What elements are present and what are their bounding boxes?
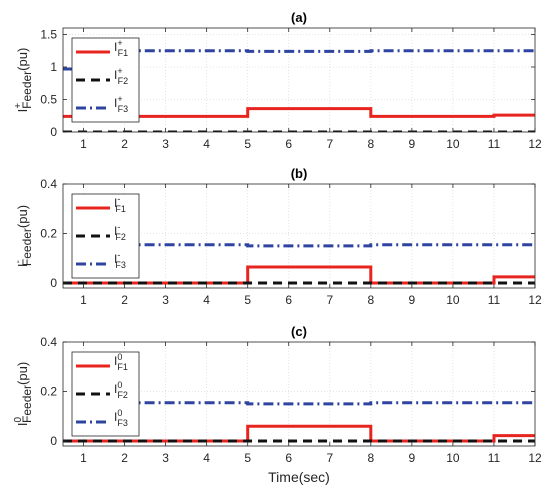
x-tick-label: 7: [326, 451, 333, 465]
x-tick-label: 10: [446, 451, 460, 465]
x-tick-label: 9: [409, 137, 416, 151]
y-tick-label: 0.2: [40, 385, 57, 399]
y-tick-label: 0.2: [40, 227, 57, 241]
x-tick-label: 5: [244, 293, 251, 307]
legend: I-F1 I-F2 I-F3: [71, 193, 140, 279]
y-axis-label-text: I0Feeder(pu): [13, 362, 34, 426]
x-tick-label: 8: [367, 137, 374, 151]
series-line-3: [124, 401, 535, 406]
series-line-1: [63, 265, 535, 285]
x-tick-label: 2: [121, 137, 128, 151]
y-axis-label: I+Feeder(pu): [13, 48, 34, 113]
y-tick-label: 0.5: [40, 93, 57, 107]
legend-entry-3: I+ F3: [114, 94, 128, 114]
plot-area: [63, 342, 535, 446]
y-tick-label: 0: [50, 434, 57, 448]
series-line-3: [124, 243, 535, 248]
x-tick-label: 10: [446, 137, 460, 151]
x-tick-label: 7: [326, 293, 333, 307]
x-tick-label: 4: [203, 137, 210, 151]
plot-area: [63, 184, 535, 288]
series-line-3: [63, 49, 535, 71]
x-tick-label: 4: [203, 293, 210, 307]
legend-entry-1: I0 F1: [114, 352, 128, 372]
legend-entry-3: I-F3: [114, 250, 126, 270]
x-tick-label: 8: [367, 451, 374, 465]
legend-entry-1: I+ F1: [114, 38, 128, 58]
x-tick-label: 6: [285, 451, 292, 465]
x-tick-label: 9: [409, 451, 416, 465]
x-tick-label: 1: [80, 137, 87, 151]
legend-entry-2: I-F2: [114, 222, 126, 242]
x-tick-label: 2: [121, 293, 128, 307]
panel-title: (b): [291, 166, 308, 181]
axes-box: [62, 183, 536, 289]
panel-1: 1 2 3 4 5 6 7 8 9 10 11 1200.511.5(a)I+Feeder(pu)I+…: [13, 10, 542, 151]
y-tick-label: 1: [50, 60, 57, 74]
y-axis-label-text: I-Feeder(pu): [13, 205, 34, 267]
series-line-1: [63, 424, 535, 443]
x-tick-label: 4: [203, 451, 210, 465]
panel-3: 1 2 3 4 5 6 7 8 9 10 11 1200.20.4(c)I0Feeder(pu)Tim…: [13, 324, 542, 485]
x-tick-label: 10: [446, 293, 460, 307]
y-axis-label: I0Feeder(pu): [13, 362, 34, 426]
x-tick-label: 2: [121, 451, 128, 465]
x-tick-label: 1: [80, 451, 87, 465]
x-tick-label: 8: [367, 293, 374, 307]
x-axis-label: Time(sec): [268, 469, 330, 485]
x-tick-label: 5: [244, 137, 251, 151]
legend-entry-2: I+ F2: [114, 66, 128, 86]
legend: I+ F1 I+ F2 I+ F3: [71, 37, 140, 123]
x-tick-label: 11: [488, 137, 501, 151]
x-tick-label: 3: [162, 293, 169, 307]
panel-2: 1 2 3 4 5 6 7 8 9 10 11 1200.20.4(b)I-Feeder(pu)I-F…: [13, 166, 542, 307]
x-tick-label: 6: [285, 293, 292, 307]
x-tick-label: 6: [285, 137, 292, 151]
y-tick-label: 0.4: [40, 335, 57, 349]
x-tick-label: 11: [488, 293, 501, 307]
x-tick-label: 11: [488, 451, 501, 465]
x-tick-label: 9: [409, 293, 416, 307]
x-tick-label: 5: [244, 451, 251, 465]
x-tick-label: 3: [162, 451, 169, 465]
legend-entry-3: I0 F3: [114, 408, 128, 428]
x-tick-label: 12: [528, 137, 542, 151]
y-tick-label: 0.4: [40, 177, 57, 191]
y-axis-label: I-Feeder(pu): [13, 205, 34, 267]
legend-entry-2: I0 F2: [114, 380, 128, 400]
axes-box: [62, 27, 536, 133]
legend: I0 F1 I0 F2 I0 F3: [71, 351, 140, 437]
axes-box: [62, 341, 536, 447]
panel-title: (a): [291, 10, 307, 25]
x-tick-label: 12: [528, 293, 542, 307]
y-tick-label: 1.5: [40, 28, 57, 42]
y-tick-label: 0: [50, 125, 57, 139]
y-axis-label-text: I+Feeder(pu): [13, 48, 34, 113]
x-tick-label: 1: [80, 293, 87, 307]
legend-entry-1: I-F1: [114, 194, 126, 214]
y-tick-label: 0: [50, 276, 57, 290]
panel-title: (c): [291, 324, 307, 339]
x-tick-label: 12: [528, 451, 542, 465]
x-tick-label: 3: [162, 137, 169, 151]
plot-area: [63, 28, 535, 132]
x-tick-label: 7: [326, 137, 333, 151]
